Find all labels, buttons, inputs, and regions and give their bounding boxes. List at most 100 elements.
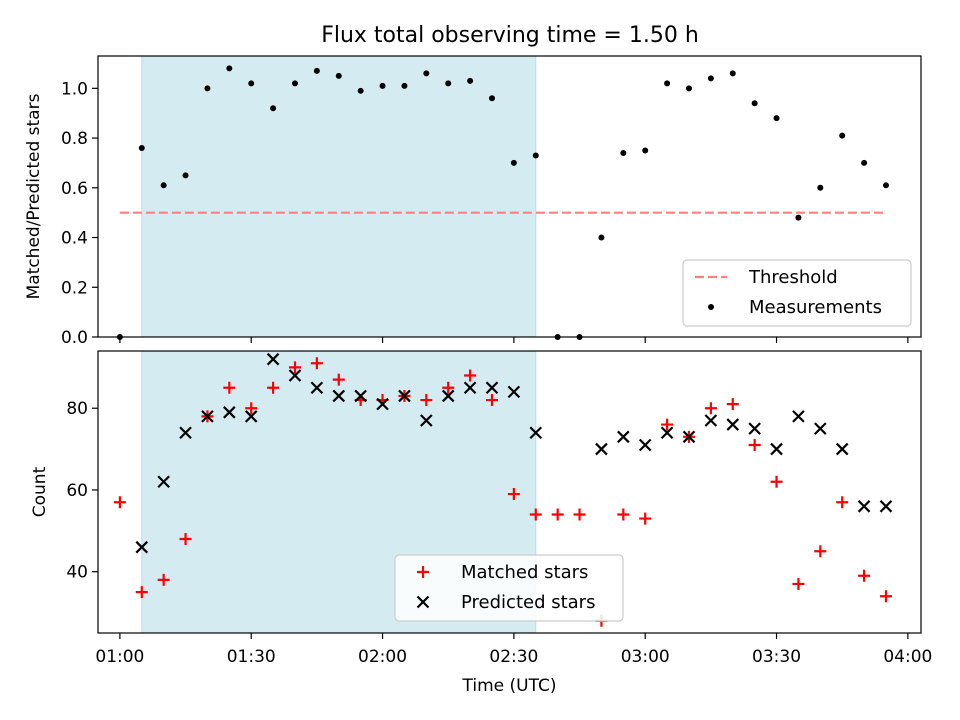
- predicted-star-point: [770, 442, 783, 456]
- measurement-point: [270, 105, 277, 112]
- matched-star-point: [770, 475, 783, 488]
- measurement-point: [817, 184, 824, 191]
- measurement-point: [685, 85, 692, 92]
- matched-star-point: [573, 508, 586, 521]
- matched-star-point: [704, 402, 717, 415]
- x-tick-label: 03:00: [621, 647, 670, 667]
- y-tick-label: 0.2: [61, 278, 88, 298]
- matched-star-point: [267, 381, 280, 394]
- predicted-star-point: [704, 414, 718, 427]
- bottom-y-ticks: 40 60 80: [66, 399, 98, 583]
- predicted-star-point: [507, 385, 521, 399]
- matched-star-point: [157, 573, 170, 586]
- predicted-star-point: [376, 397, 389, 411]
- predicted-star-point: [879, 500, 893, 513]
- top-legend: Threshold Measurements: [682, 259, 912, 327]
- y-tick-label: 0.8: [61, 129, 88, 149]
- matched-star-point: [113, 496, 126, 509]
- y-tick-label: 0.6: [61, 179, 88, 199]
- predicted-star-point: [748, 422, 761, 435]
- measurement-point: [751, 100, 758, 107]
- measurement-point: [773, 115, 780, 122]
- predicted-star-point: [157, 475, 170, 489]
- measurement-point: [510, 159, 517, 166]
- top-axes-frame: [97, 55, 922, 338]
- measurement-point: [729, 70, 736, 77]
- measurement-point: [445, 80, 452, 87]
- x-tick-label: 01:30: [227, 647, 276, 667]
- measurement-point: [488, 95, 495, 102]
- predicted-star-point: [617, 430, 630, 444]
- matched-star-point: [288, 361, 301, 374]
- matched-star-point: [639, 512, 652, 525]
- x-tick-label: 02:00: [358, 647, 407, 667]
- top-highlight-span: [141, 55, 537, 338]
- matched-star-point: [179, 533, 192, 545]
- matched-star-point: [836, 496, 849, 509]
- matched-star-point: [135, 586, 148, 599]
- predicted-star-point: [420, 414, 433, 427]
- matched-star-point: [332, 373, 345, 386]
- matched-star-point: [551, 508, 564, 521]
- bottom-legend: Matched stars Predicted stars: [394, 554, 624, 622]
- predicted-star-point: [398, 389, 411, 403]
- measurement-point: [423, 70, 430, 77]
- measurement-point: [313, 67, 320, 74]
- predicted-star-point: [354, 389, 367, 403]
- matched-star-point: [245, 402, 258, 415]
- matched-star-point: [661, 418, 674, 431]
- measurement-point: [620, 149, 627, 156]
- legend-label: Measurements: [749, 297, 882, 318]
- legend-box: [394, 554, 624, 622]
- predicted-star-point: [835, 442, 849, 456]
- measurement-point: [335, 72, 342, 79]
- predicted-star-point: [201, 410, 214, 423]
- predicted-star-point: [223, 406, 236, 419]
- measurement-point: [882, 182, 889, 189]
- measurement-point: [204, 85, 211, 92]
- legend-label: Predicted stars: [461, 592, 595, 613]
- predicted-star-point: [266, 352, 280, 366]
- measurement-point: [291, 80, 298, 87]
- y-tick-label: 40: [66, 563, 88, 583]
- x-tick-label: 02:30: [489, 647, 538, 667]
- matched-star-point: [748, 439, 761, 451]
- legend-matched-swatch: [417, 566, 429, 578]
- measurement-point: [664, 80, 671, 87]
- legend-label: Threshold: [748, 267, 838, 288]
- measurement-point: [532, 152, 539, 159]
- matched-star-point: [420, 394, 433, 407]
- measurement-point: [707, 75, 714, 82]
- top-plot-marks: [116, 65, 889, 340]
- measurement-point: [160, 182, 167, 189]
- highlight-span-rect: [141, 55, 537, 338]
- predicted-star-point: [638, 438, 652, 452]
- y-tick-label: 0.4: [61, 229, 88, 249]
- top-y-axis-label: Matched/Predicted stars: [24, 93, 44, 299]
- predicted-star-point: [310, 381, 324, 395]
- legend-box: [682, 259, 912, 327]
- measurement-point: [598, 234, 605, 241]
- bottom-axes-frame: [97, 350, 922, 634]
- measurement-point: [861, 159, 868, 166]
- bottom-panel: 40 60 80 01:00 01:30 02:00 02:30 03:00 03:30 04:…: [30, 350, 932, 696]
- y-tick-label: 1.0: [61, 79, 88, 99]
- matched-star-point: [529, 508, 542, 521]
- y-tick-label: 80: [66, 399, 88, 419]
- bottom-x-ticks: 01:00 01:30 02:00 02:30 03:00 03:30 04:00: [95, 633, 932, 667]
- measurement-point: [138, 145, 145, 152]
- matched-star-point: [464, 369, 477, 382]
- y-tick-label: 60: [66, 481, 88, 501]
- top-x-ticks: [119, 337, 909, 343]
- predicted-star-point: [244, 410, 258, 423]
- measurement-point: [248, 80, 255, 87]
- legend-measurement-swatch: [708, 304, 714, 310]
- x-tick-label: 01:00: [95, 647, 144, 667]
- predicted-star-point: [485, 381, 499, 395]
- measurement-point: [642, 147, 649, 154]
- matched-star-point: [310, 357, 323, 370]
- legend-label: Matched stars: [461, 562, 588, 583]
- predicted-star-point: [288, 369, 302, 382]
- matched-star-point: [617, 508, 630, 521]
